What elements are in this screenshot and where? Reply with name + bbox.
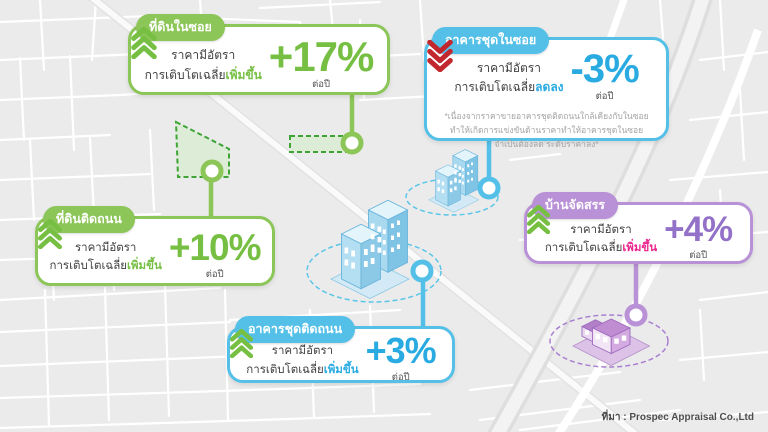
condo-large-icon [330, 199, 410, 299]
growth-unit: ต่อปี [689, 249, 708, 261]
card-footnote: *เนื่องจากราคาขายอาคารชุดติดถนนใกล้เคียง… [444, 111, 649, 150]
card-description: ราคามีอัตรา การเติบโตเฉลี่ยเพิ่มขึ้น [49, 241, 162, 272]
card-land-in-soi: ที่ดินในซอย ราคามีอัตรา การเติบโตเฉลี่ยเ… [128, 14, 390, 95]
card-condo-in-soi: อาคารชุดในซอย ราคามีอัตรา การเติบโตเฉลี่… [424, 27, 669, 149]
triple-chevron-up-icon [131, 27, 157, 59]
card-description: ราคามีอัตรา การเติบโตเฉลี่ยเพิ่มขึ้น [246, 345, 359, 376]
condo-small-icon [428, 149, 480, 213]
growth-unit: ต่อปี [205, 268, 224, 280]
house-ellipse [549, 314, 669, 368]
card-description: ราคามีอัตรา การเติบโตเฉลี่ยเพิ่มขึ้น [144, 48, 262, 82]
growth-unit: ต่อปี [391, 371, 410, 383]
marker-condo-in-soi [477, 176, 501, 200]
card-condo-on-road: อาคารชุดติดถนน ราคามีอัตรา การเติบโตเฉลี… [227, 316, 455, 383]
growth-unit: ต่อปี [312, 79, 331, 91]
condo-small-ellipse [405, 178, 499, 216]
growth-value: +17% [268, 32, 375, 80]
growth-value: +3% [365, 330, 437, 372]
card-description: ราคามีอัตรา การเติบโตเฉลี่ยลดลง [454, 60, 564, 94]
source-credit: ที่มา : Prospec Appraisal Co.,Ltd [601, 412, 754, 423]
growth-value: +4% [664, 210, 733, 250]
land-parcel-rect [289, 135, 353, 153]
condo-large-ellipse [306, 239, 442, 303]
triple-chevron-down-icon [427, 40, 453, 72]
marker-condo-on-road [410, 259, 434, 283]
triple-chevron-up-icon [38, 219, 62, 249]
card-title-badge: อาคารชุดติดถนน [235, 316, 356, 343]
triple-chevron-up-icon [527, 205, 550, 234]
card-description: ราคามีอัตรา การเติบโตเฉลี่ยเพิ่มขึ้น [544, 223, 658, 254]
card-housing-estate: บ้านจัดสรร ราคามีอัตรา การเติบโตเฉลี่ยเพ… [524, 192, 753, 264]
map-expressway [491, 0, 710, 432]
growth-unit: ต่อปี [595, 91, 614, 102]
marker-land-on-road [200, 159, 224, 183]
card-land-on-road: ที่ดินติดถนน ราคามีอัตรา การเติบโตเฉลี่ย… [35, 206, 275, 286]
triple-chevron-up-icon [230, 329, 253, 358]
marker-land-in-soi [340, 131, 364, 155]
growth-value: -3% [570, 47, 640, 91]
growth-value: +10% [168, 227, 262, 269]
marker-housing-estate [624, 303, 648, 327]
